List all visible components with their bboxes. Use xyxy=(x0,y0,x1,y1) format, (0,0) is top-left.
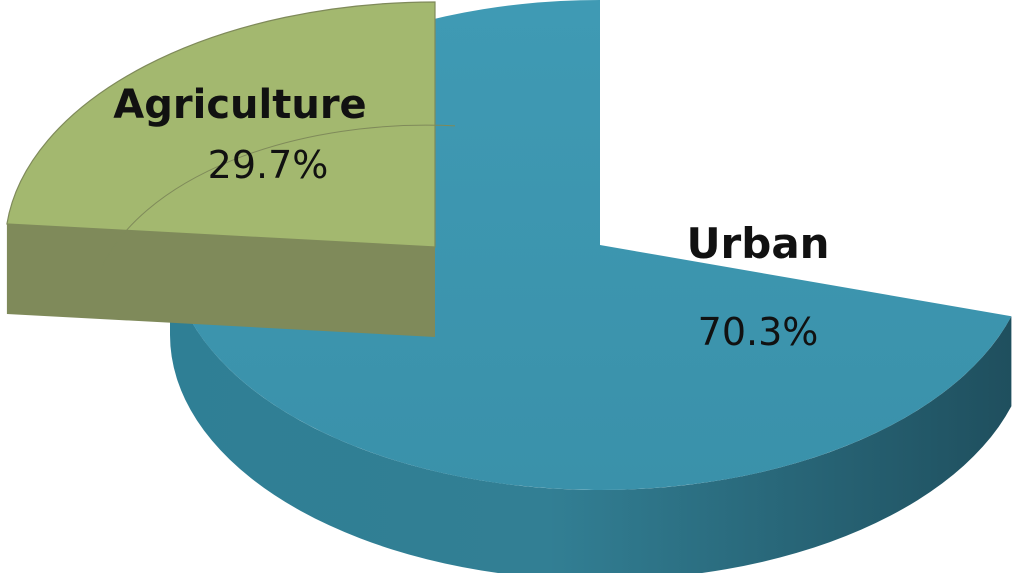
agriculture-slice-top xyxy=(6,1,456,270)
urban-slice-side xyxy=(170,245,1012,573)
agriculture-slice-highlight xyxy=(100,124,456,270)
urban-label: Urban xyxy=(686,219,829,268)
agriculture-label: Agriculture xyxy=(113,82,366,128)
urban-side-wall xyxy=(170,245,1012,573)
agriculture-slice-side xyxy=(6,223,435,337)
agriculture-slice xyxy=(6,1,436,248)
agriculture-value-label: 29.7% xyxy=(208,143,329,187)
agriculture-side-wall xyxy=(6,223,435,337)
urban-value-label: 70.3% xyxy=(698,310,819,354)
